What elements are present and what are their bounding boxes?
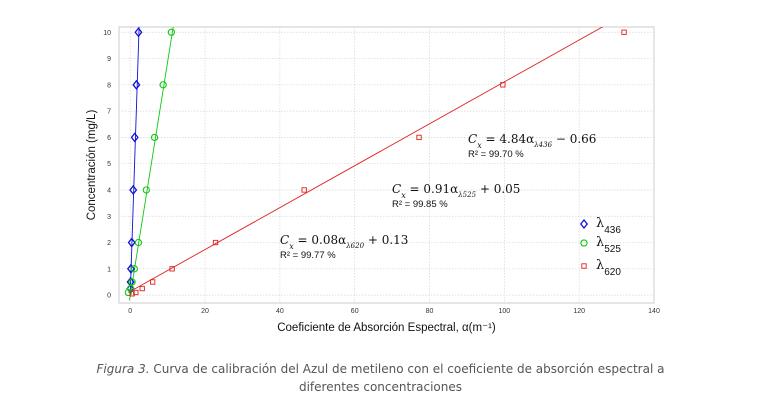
- data-point-436: [129, 184, 138, 196]
- y-tick-label: 5: [107, 161, 111, 168]
- data-point-525: [142, 186, 150, 194]
- legend-marker-620: [581, 263, 587, 269]
- r2-label-620: R² = 99.77 %: [280, 250, 336, 261]
- plot-area: [118, 26, 655, 304]
- caption-text: Curva de calibración del Azul de metilen…: [149, 362, 665, 376]
- data-point-436: [132, 79, 141, 90]
- data-point-525: [134, 238, 143, 247]
- y-tick-label: 9: [107, 56, 111, 63]
- data-point-436: [127, 237, 136, 248]
- equation-436: Cx = 4.84αλ436 − 0.66: [468, 132, 596, 150]
- data-point-525: [159, 81, 167, 89]
- data-point-525: [128, 278, 136, 286]
- x-tick-label: 120: [573, 308, 585, 315]
- data-point-620: [301, 187, 307, 193]
- figure-caption: Figura 3. Curva de calibración del Azul …: [0, 360, 761, 396]
- data-point-525: [124, 288, 133, 297]
- caption-text-line2: diferentes concentraciones: [298, 380, 462, 394]
- y-tick-label: 3: [107, 214, 111, 221]
- data-point-620: [416, 134, 422, 141]
- y-tick-label: 0: [107, 293, 111, 300]
- legend-marker-525: [580, 239, 588, 247]
- x-tick-label: 60: [351, 308, 359, 315]
- data-point-620: [500, 82, 506, 88]
- x-tick-label: 140: [648, 308, 660, 315]
- x-tick-label: 80: [426, 308, 434, 315]
- fit-line-620: [128, 27, 604, 293]
- y-tick-label: 7: [107, 109, 111, 116]
- data-point-436: [134, 27, 143, 38]
- data-point-620: [150, 279, 156, 285]
- axes-layer: 0 20 40 60 80 100 120 140 0 1 2 3 4 5 6 7 8 9 10 Coeficient…: [86, 30, 660, 334]
- y-tick-label: 8: [107, 82, 111, 89]
- data-point-620: [139, 285, 145, 292]
- equation-620: Cx = 0.08αλ620 + 0.13: [280, 233, 408, 251]
- x-tick-label: 40: [276, 308, 284, 315]
- y-axis-title: Concentración (mg/L): [86, 110, 98, 221]
- legend-marker-436: [579, 218, 589, 230]
- x-tick-label: 100: [499, 308, 511, 315]
- data-point-620: [621, 29, 627, 35]
- grid-layer: [118, 26, 655, 304]
- data-point-620: [129, 291, 135, 297]
- y-tick-label: 1: [107, 266, 111, 273]
- x-tick-label: 20: [201, 308, 209, 315]
- y-tick-label: 4: [107, 187, 111, 194]
- data-point-620: [133, 289, 139, 296]
- r2-label-525: R² = 99.85 %: [392, 199, 448, 210]
- equation-525: Cx = 0.91αλ525 + 0.05: [392, 182, 520, 200]
- y-tick-label: 2: [107, 240, 111, 247]
- x-tick-label: 0: [128, 308, 132, 315]
- data-point-620: [169, 266, 175, 272]
- data-markers-layer: [124, 27, 627, 297]
- data-point-620: [212, 239, 219, 246]
- legend-label-436: λ436: [596, 216, 621, 236]
- fit-lines-layer: [128, 27, 604, 301]
- data-point-436: [130, 132, 139, 143]
- caption-label: Figura 3.: [96, 362, 150, 376]
- y-tick-label: 6: [107, 135, 111, 142]
- fit-line-436: [129, 27, 140, 296]
- r2-label-436: R² = 99.70 %: [468, 149, 524, 160]
- legend-label-525: λ525: [596, 235, 621, 255]
- data-point-525: [150, 133, 159, 142]
- data-point-525: [167, 28, 176, 36]
- fit-line-525: [129, 27, 174, 301]
- data-point-525: [130, 265, 138, 273]
- legend-label-620: λ620: [596, 258, 621, 278]
- y-tick-label: 10: [103, 30, 111, 37]
- data-point-436: [126, 263, 136, 274]
- x-axis-title: Coeficiente de Absorción Espectral, α(m⁻…: [277, 322, 496, 334]
